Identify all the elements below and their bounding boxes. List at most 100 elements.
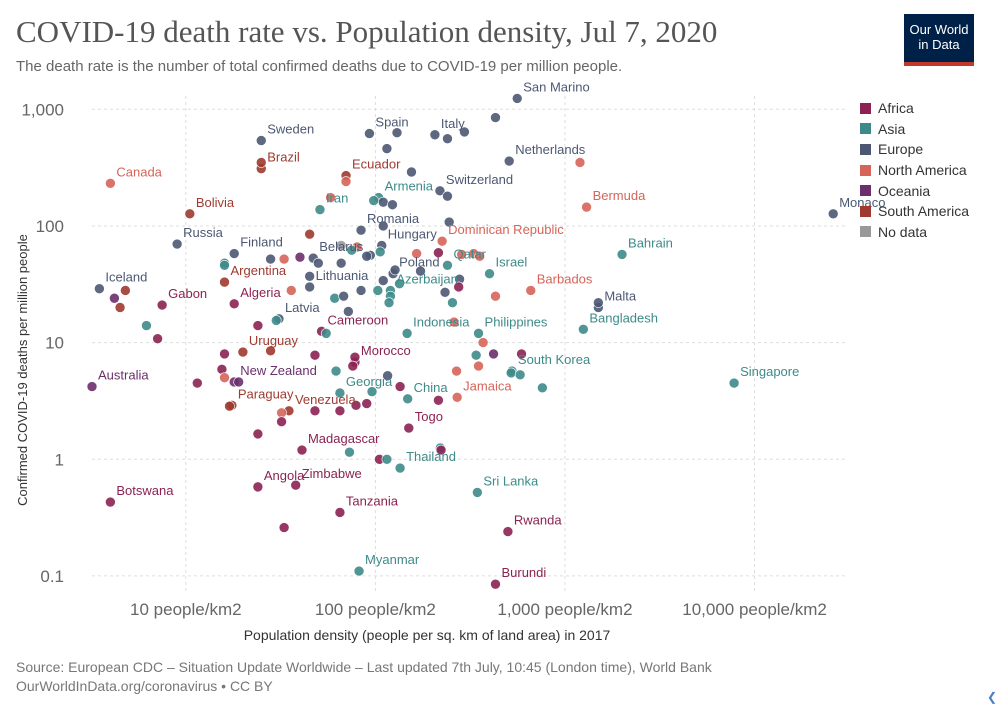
- data-point[interactable]: [490, 112, 501, 123]
- legend-item[interactable]: South America: [860, 201, 969, 222]
- data-point[interactable]: [252, 320, 264, 331]
- data-point[interactable]: [436, 235, 448, 247]
- data-point[interactable]: [350, 400, 362, 411]
- data-point[interactable]: [488, 348, 499, 360]
- data-point[interactable]: [442, 190, 453, 202]
- data-point[interactable]: [459, 126, 470, 138]
- data-point[interactable]: [105, 178, 116, 189]
- data-point[interactable]: [237, 346, 249, 358]
- data-point[interactable]: [442, 259, 453, 271]
- data-point[interactable]: [377, 275, 389, 286]
- data-point[interactable]: [276, 407, 287, 419]
- data-point[interactable]: [335, 240, 347, 251]
- data-point[interactable]: [827, 208, 839, 220]
- data-point[interactable]: [366, 386, 378, 397]
- data-point[interactable]: [484, 268, 495, 279]
- data-point[interactable]: [355, 285, 367, 296]
- data-point[interactable]: [265, 345, 276, 357]
- data-point[interactable]: [233, 376, 244, 388]
- data-point[interactable]: [402, 393, 413, 405]
- data-point[interactable]: [374, 246, 386, 258]
- data-point[interactable]: [578, 324, 589, 335]
- data-point[interactable]: [334, 387, 346, 399]
- data-point[interactable]: [434, 185, 446, 197]
- data-point[interactable]: [537, 382, 548, 394]
- owid-logo[interactable]: Our World in Data: [904, 14, 974, 66]
- data-point[interactable]: [403, 422, 415, 434]
- data-point[interactable]: [503, 155, 515, 167]
- data-point[interactable]: [330, 365, 342, 377]
- legend-item[interactable]: Europe: [860, 139, 969, 160]
- data-point[interactable]: [346, 244, 358, 256]
- data-point[interactable]: [349, 351, 361, 363]
- data-point[interactable]: [502, 526, 514, 537]
- data-point[interactable]: [314, 204, 326, 215]
- data-point[interactable]: [105, 496, 116, 508]
- data-point[interactable]: [514, 369, 526, 381]
- data-point[interactable]: [387, 199, 398, 211]
- legend-item[interactable]: No data: [860, 222, 969, 243]
- data-point[interactable]: [296, 444, 308, 456]
- data-point[interactable]: [381, 453, 393, 465]
- data-point[interactable]: [304, 271, 315, 282]
- data-point[interactable]: [377, 196, 389, 208]
- data-point[interactable]: [219, 276, 230, 288]
- data-point[interactable]: [304, 281, 315, 293]
- data-point[interactable]: [443, 216, 455, 228]
- data-point[interactable]: [290, 479, 302, 491]
- data-point[interactable]: [389, 264, 401, 276]
- data-point[interactable]: [278, 253, 290, 265]
- data-point[interactable]: [394, 381, 406, 392]
- data-point[interactable]: [381, 143, 393, 154]
- data-point[interactable]: [401, 328, 413, 339]
- data-point[interactable]: [474, 250, 486, 262]
- data-point[interactable]: [109, 292, 120, 304]
- data-point[interactable]: [114, 302, 126, 313]
- data-point[interactable]: [329, 292, 340, 304]
- data-point[interactable]: [728, 377, 740, 389]
- data-point[interactable]: [255, 135, 267, 146]
- legend-item[interactable]: Oceania: [860, 180, 969, 201]
- data-point[interactable]: [372, 285, 384, 296]
- data-point[interactable]: [394, 462, 406, 474]
- data-point[interactable]: [228, 248, 240, 259]
- data-point[interactable]: [490, 578, 501, 590]
- expand-icon[interactable]: ❮: [986, 690, 997, 704]
- data-point[interactable]: [347, 360, 359, 372]
- data-point[interactable]: [192, 377, 203, 389]
- data-point[interactable]: [224, 400, 235, 412]
- data-point[interactable]: [304, 228, 315, 240]
- data-point[interactable]: [447, 297, 458, 308]
- data-point[interactable]: [152, 333, 163, 345]
- data-point[interactable]: [435, 444, 447, 456]
- data-point[interactable]: [490, 290, 501, 302]
- data-point[interactable]: [456, 249, 467, 260]
- data-point[interactable]: [353, 565, 365, 577]
- data-point[interactable]: [340, 176, 352, 187]
- data-point[interactable]: [429, 129, 441, 141]
- data-point[interactable]: [219, 348, 230, 360]
- data-point[interactable]: [516, 348, 527, 360]
- data-point[interactable]: [344, 446, 355, 458]
- data-point[interactable]: [616, 249, 628, 260]
- data-point[interactable]: [338, 290, 349, 302]
- legend-item[interactable]: North America: [860, 160, 969, 181]
- data-point[interactable]: [472, 487, 483, 498]
- data-point[interactable]: [368, 195, 380, 206]
- data-point[interactable]: [453, 281, 464, 293]
- data-point[interactable]: [355, 224, 367, 236]
- data-point[interactable]: [335, 257, 347, 269]
- legend-item[interactable]: Asia: [860, 119, 969, 140]
- data-point[interactable]: [120, 285, 131, 296]
- data-point[interactable]: [184, 208, 196, 220]
- data-point[interactable]: [451, 391, 463, 403]
- data-point[interactable]: [334, 507, 346, 518]
- data-point[interactable]: [433, 395, 444, 406]
- data-point[interactable]: [228, 298, 240, 310]
- data-point[interactable]: [574, 157, 586, 168]
- data-point[interactable]: [391, 127, 403, 139]
- data-point[interactable]: [276, 416, 287, 427]
- data-point[interactable]: [94, 283, 105, 294]
- data-point[interactable]: [593, 297, 604, 308]
- data-point[interactable]: [383, 297, 395, 308]
